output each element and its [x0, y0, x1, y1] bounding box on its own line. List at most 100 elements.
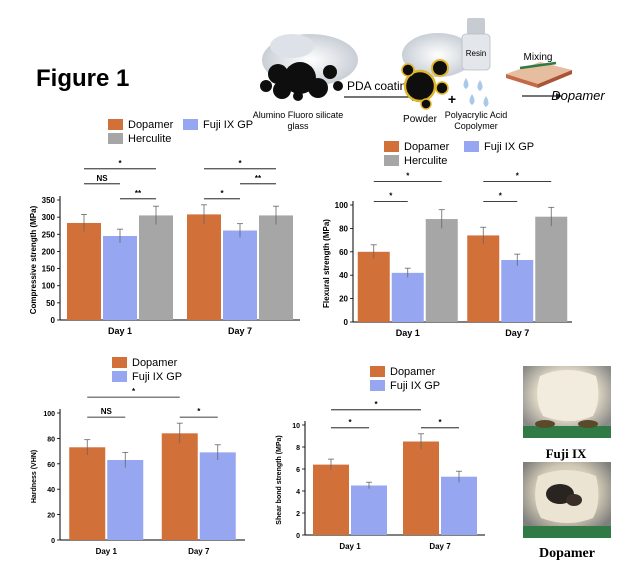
legend-label: Herculite	[128, 133, 171, 145]
legend-label: Dopamer	[404, 141, 450, 153]
y-tick-label: 4	[296, 489, 300, 496]
y-tick-label: 10	[292, 423, 300, 430]
fuji-ix-photo	[523, 366, 611, 438]
y-axis-label: Hardness (VHN)	[31, 450, 38, 503]
significance-label: NS	[101, 407, 113, 416]
legend-label: Fuji IX GP	[203, 119, 253, 131]
y-tick-label: 300	[42, 213, 56, 222]
figure-title: Figure 1	[36, 65, 129, 92]
shear-bond-strength-chart: 0 2 4 6 8 10 Shear bond strength (MPa) Day 1 Day…	[276, 366, 485, 551]
y-tick-label: 6	[296, 467, 300, 474]
x-category-label: Day 1	[96, 547, 118, 556]
significance-label: *	[438, 418, 442, 427]
y-axis-label: Flexural strength (MPa)	[322, 219, 331, 308]
pda-coating-label: PDA coating	[347, 79, 413, 93]
significance-label: *	[348, 418, 352, 427]
x-category-label: Day 7	[429, 542, 451, 551]
y-tick-label: 100	[42, 282, 56, 291]
significance-label: *	[197, 407, 201, 416]
y-tick-label: 80	[339, 224, 348, 233]
glass-powder-illustration	[260, 34, 358, 101]
glass-label-line2: glass	[287, 121, 309, 131]
plus-sign: +	[448, 91, 456, 107]
legend-swatch	[370, 366, 385, 377]
bar-herculite-day-7	[535, 216, 568, 322]
x-category-label: Day 1	[339, 542, 361, 551]
resin-label: Resin	[466, 49, 486, 58]
legend-swatch	[370, 380, 385, 391]
bar-herculite-day-1	[139, 215, 173, 320]
significance-label: *	[220, 189, 224, 198]
x-category-label: Day 1	[108, 326, 132, 336]
mixing-slab-icon	[506, 61, 572, 88]
y-tick-label: 100	[43, 411, 55, 418]
y-tick-label: 40	[339, 271, 348, 280]
significance-label: *	[516, 171, 520, 180]
y-tick-label: 60	[339, 248, 348, 257]
y-tick-label: 2	[296, 511, 300, 518]
acid-drops-icon	[463, 78, 489, 107]
dopamer-product-label: Dopamer	[551, 88, 605, 103]
legend-swatch	[464, 141, 479, 152]
legend-label: Dopamer	[128, 119, 174, 131]
bar-fuji-ix-gp-day-1	[107, 459, 144, 540]
y-tick-label: 50	[46, 299, 55, 308]
legend-swatch	[112, 357, 127, 368]
bar-fuji-ix-gp-day-1	[103, 236, 137, 320]
y-tick-label: 100	[335, 201, 349, 210]
y-tick-label: 350	[42, 196, 56, 205]
bar-dopamer-day-7	[467, 235, 500, 322]
legend-label: Dopamer	[132, 357, 178, 369]
schematic: Alumino Fluoro silicate glass PDA coatin…	[253, 18, 605, 131]
legend-swatch	[112, 371, 127, 382]
bar-herculite-day-7	[259, 215, 293, 320]
legend-swatch	[384, 155, 399, 166]
bar-dopamer-day-7	[187, 214, 221, 320]
y-tick-label: 60	[47, 462, 55, 469]
y-axis-label: Shear bond strength (MPa)	[276, 435, 283, 524]
y-tick-label: 250	[42, 230, 56, 239]
powder-label: Powder	[403, 114, 438, 125]
acid-label-line1: Polyacrylic Acid	[445, 110, 508, 120]
bar-dopamer-day-7	[403, 441, 439, 535]
y-tick-label: 80	[47, 436, 55, 443]
bar-fuji-ix-gp-day-7	[501, 259, 534, 322]
legend-label: Fuji IX GP	[132, 371, 182, 383]
significance-label: *	[132, 387, 136, 396]
bar-fuji-ix-gp-day-1	[391, 272, 424, 322]
significance-label: NS	[96, 174, 108, 183]
significance-label: *	[499, 191, 503, 200]
legend-label: Fuji IX GP	[484, 141, 534, 153]
significance-label: *	[406, 171, 410, 180]
bar-herculite-day-1	[425, 219, 458, 322]
legend-label: Herculite	[404, 155, 447, 167]
fuji-ix-photo-label: Fuji IX	[546, 446, 587, 461]
y-axis-label: Compressive strength (MPa)	[29, 205, 38, 314]
y-tick-label: 20	[47, 513, 55, 520]
y-tick-label: 200	[42, 247, 56, 256]
coated-powder-illustration	[401, 33, 474, 110]
mixing-arrow-icon	[522, 93, 562, 99]
legend-label: Dopamer	[390, 366, 436, 378]
y-tick-label: 0	[344, 318, 349, 327]
legend-swatch	[384, 141, 399, 152]
y-tick-label: 0	[51, 538, 55, 545]
dopamer-photo-label: Dopamer	[539, 546, 595, 561]
bar-fuji-ix-gp-day-7	[441, 476, 477, 535]
bar-fuji-ix-gp-day-7	[199, 452, 236, 540]
y-tick-label: 0	[51, 316, 56, 325]
significance-label: **	[255, 174, 262, 183]
compressive-strength-chart: 0 50 100 150 200 250 300 350 Compressive strengt…	[29, 119, 300, 336]
x-category-label: Day 7	[505, 328, 529, 338]
bar-fuji-ix-gp-day-7	[223, 230, 257, 320]
mixing-label: Mixing	[524, 52, 553, 63]
acid-label-line2: Copolymer	[454, 121, 498, 131]
bar-dopamer-day-1	[313, 464, 349, 535]
bar-dopamer-day-1	[67, 222, 101, 320]
x-category-label: Day 1	[396, 328, 420, 338]
dopamer-photo	[523, 462, 611, 538]
significance-label: *	[238, 159, 242, 168]
legend-label: Fuji IX GP	[390, 380, 440, 392]
x-category-label: Day 7	[188, 547, 210, 556]
bar-dopamer-day-7	[161, 433, 198, 540]
